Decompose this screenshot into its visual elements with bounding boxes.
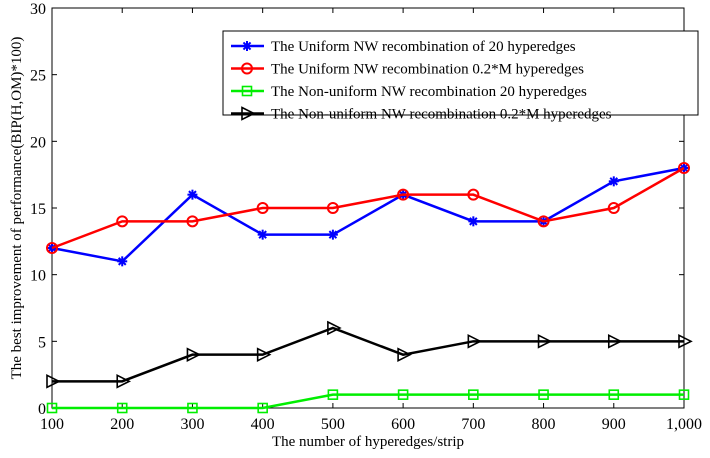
y-tick-label: 30 — [30, 1, 46, 18]
x-tick-label: 200 — [110, 416, 134, 433]
data-point — [188, 190, 197, 199]
data-point — [256, 347, 272, 362]
data-point — [326, 202, 339, 214]
legend-item: The Uniform NW recombination 0.2*M hyper… — [231, 62, 584, 78]
y-tick-label: 25 — [30, 68, 46, 85]
y-tick-label: 15 — [30, 201, 46, 218]
data-point — [608, 389, 620, 400]
legend-item: The Non-uniform NW recombination 0.2*M h… — [231, 106, 612, 123]
series-group — [46, 162, 693, 414]
series-line — [52, 393, 684, 410]
data-point — [397, 347, 412, 362]
data-point — [678, 334, 693, 349]
data-point — [468, 389, 479, 400]
legend-label: The Uniform NW recombination of 20 hyper… — [271, 39, 576, 55]
legend-item: The Uniform NW recombination of 20 hyper… — [231, 39, 576, 55]
data-point — [537, 215, 550, 228]
data-point — [607, 334, 623, 349]
data-point — [116, 374, 132, 389]
x-tick-label: 900 — [602, 416, 626, 433]
x-tick-label: 700 — [461, 416, 485, 433]
legend-marker — [241, 85, 253, 97]
series-1 — [46, 162, 690, 254]
data-point — [328, 230, 338, 239]
y-axis-label: The best improvement of performance(BIP(… — [9, 37, 25, 380]
x-tick-label: 100 — [40, 416, 64, 433]
y-tick-label: 20 — [30, 134, 46, 151]
data-point — [538, 389, 549, 400]
data-point — [117, 257, 127, 266]
data-point — [678, 389, 690, 400]
data-point — [258, 230, 267, 239]
data-point — [609, 177, 619, 186]
y-tick-label: 5 — [38, 334, 46, 351]
legend-item: The Non-uniform NW recombination 20 hype… — [231, 84, 587, 100]
legend: The Uniform NW recombination of 20 hyper… — [222, 30, 699, 123]
series-2 — [46, 389, 690, 414]
x-tick-label: 600 — [391, 416, 415, 433]
series-3 — [46, 320, 693, 389]
data-point — [187, 402, 198, 414]
data-point — [678, 162, 690, 174]
data-point — [469, 217, 478, 226]
legend-box — [222, 30, 699, 116]
legend-marker — [242, 41, 252, 51]
data-point — [116, 215, 129, 228]
data-point — [257, 402, 268, 414]
legend-marker — [241, 62, 253, 75]
x-tick-label: 300 — [180, 416, 204, 433]
data-point — [537, 334, 553, 349]
data-point — [46, 374, 61, 389]
series-line — [51, 166, 685, 263]
data-point — [467, 188, 480, 201]
axes: 100 200 300 400 500 600 700 800 900 1,000 0 5 10 15 20… — [30, 1, 702, 433]
x-tick-label: 400 — [251, 416, 275, 433]
data-point — [256, 202, 269, 214]
x-tick-label: 800 — [532, 416, 556, 433]
data-point — [327, 320, 342, 336]
data-point — [607, 202, 620, 214]
legend-label: The Non-uniform NW recombination 0.2*M h… — [271, 107, 612, 123]
series-0 — [47, 163, 689, 267]
x-tick-label: 500 — [321, 416, 345, 433]
x-axis-label: The number of hyperedges/strip — [272, 434, 464, 450]
data-point — [46, 242, 58, 254]
y-tick-label: 10 — [30, 268, 46, 285]
series-line — [51, 166, 685, 250]
legend-label: The Non-uniform NW recombination 20 hype… — [271, 84, 587, 100]
data-point — [186, 347, 202, 362]
data-point — [327, 389, 339, 400]
data-point — [116, 402, 128, 414]
data-point — [186, 215, 199, 228]
data-point — [397, 188, 410, 201]
series-line — [52, 326, 684, 383]
legend-label: The Uniform NW recombination 0.2*M hyper… — [271, 62, 584, 78]
y-tick-label: 0 — [38, 401, 46, 418]
legend-marker — [241, 106, 256, 121]
data-point — [467, 334, 483, 349]
data-point — [397, 389, 409, 400]
data-point — [46, 402, 58, 414]
x-tick-label: 1,000 — [666, 416, 702, 433]
